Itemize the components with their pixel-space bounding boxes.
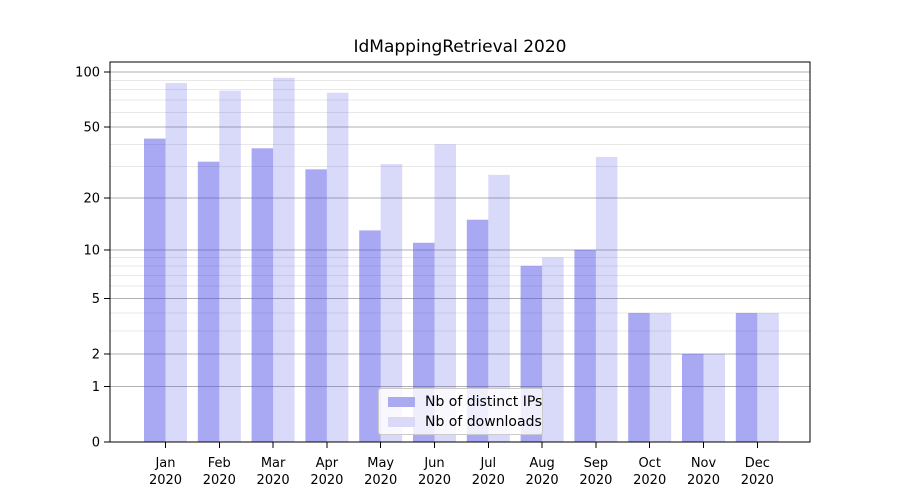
bar-mar-distinct-ips [251, 148, 274, 442]
x-tick-label-month-mar: Mar [261, 456, 286, 471]
x-tick-label-year-apr: 2020 [310, 473, 343, 488]
bar-jul-distinct-ips [466, 219, 489, 442]
bar-may-distinct-ips [359, 230, 381, 442]
x-tick-label-month-may: May [367, 456, 394, 471]
x-tick-label-month-jan: Jan [154, 456, 175, 471]
chart-title: IdMappingRetrieval 2020 [353, 37, 567, 57]
x-tick-label-month-dec: Dec [745, 456, 770, 471]
x-tick-label-month-apr: Apr [316, 456, 339, 471]
bar-nov-downloads [703, 353, 725, 442]
x-tick-label-year-oct: 2020 [633, 473, 666, 488]
legend-box: Nb of distinct IPs Nb of downloads [378, 388, 543, 435]
bar-nov-distinct-ips [682, 353, 704, 442]
x-tick-label-year-jan: 2020 [149, 473, 182, 488]
y-tick-label-1: 1 [92, 380, 100, 395]
y-tick-label-50: 50 [83, 120, 100, 135]
x-tick-label-year-may: 2020 [364, 473, 397, 488]
x-tick-label-year-sep: 2020 [579, 473, 612, 488]
x-tick-label-year-jul: 2020 [472, 473, 505, 488]
bar-dec-downloads [757, 312, 779, 442]
bar-may-downloads [380, 164, 403, 442]
bar-aug-downloads [542, 257, 564, 442]
x-tick-label-year-mar: 2020 [257, 473, 290, 488]
x-tick-label-month-nov: Nov [691, 456, 717, 471]
x-tick-label-month-oct: Oct [638, 456, 660, 471]
bar-feb-downloads [219, 90, 241, 442]
x-tick-label-month-jun: Jun [423, 456, 444, 471]
bar-dec-distinct-ips [735, 312, 758, 442]
bar-feb-distinct-ips [197, 161, 220, 443]
y-tick-label-100: 100 [75, 65, 100, 80]
x-tick-label-year-nov: 2020 [687, 473, 720, 488]
bar-jun-downloads [434, 144, 456, 443]
x-tick-label-month-feb: Feb [208, 456, 231, 471]
x-tick-label-year-aug: 2020 [526, 473, 559, 488]
x-tick-label-month-jul: Jul [479, 456, 496, 471]
bar-mar-downloads [273, 77, 295, 442]
x-tick-label-month-aug: Aug [529, 456, 554, 471]
y-tick-label-2: 2 [92, 347, 100, 362]
bar-jan-downloads [165, 83, 187, 442]
y-tick-label-20: 20 [83, 191, 100, 206]
bar-apr-distinct-ips [305, 169, 327, 442]
x-tick-label-month-sep: Sep [584, 456, 609, 471]
bar-sep-downloads [595, 156, 618, 443]
y-tick-label-0: 0 [92, 436, 100, 451]
bar-oct-distinct-ips [628, 312, 650, 442]
legend-row-downloads: Nb of downloads [388, 413, 542, 430]
plot-border [109, 61, 811, 443]
x-tick-label-year-dec: 2020 [741, 473, 774, 488]
bar-oct-downloads [649, 312, 672, 442]
legend-swatch-distinct-ips [388, 396, 415, 407]
y-tick-label-5: 5 [92, 292, 100, 307]
bar-jul-downloads [488, 174, 510, 442]
x-tick-label-year-jun: 2020 [418, 473, 451, 488]
y-tick-label-10: 10 [83, 243, 100, 258]
legend-label-downloads: Nb of downloads [425, 413, 542, 430]
bar-apr-downloads [326, 92, 349, 442]
legend-row-distinct-ips: Nb of distinct IPs [388, 393, 542, 410]
bar-jan-distinct-ips [144, 138, 166, 443]
x-tick-label-year-feb: 2020 [203, 473, 236, 488]
bar-sep-distinct-ips [574, 249, 596, 442]
legend-label-distinct-ips: Nb of distinct IPs [425, 393, 543, 410]
legend-swatch-downloads [388, 416, 415, 427]
